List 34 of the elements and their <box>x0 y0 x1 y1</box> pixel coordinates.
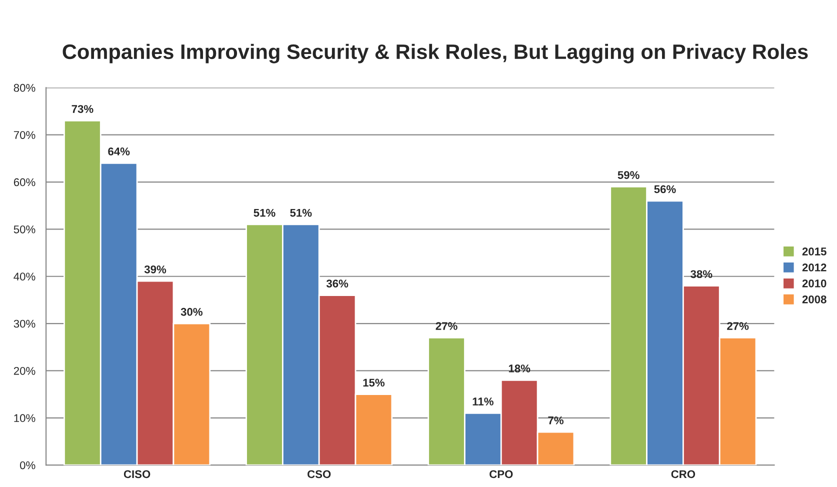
data-label: 51% <box>290 208 312 217</box>
data-label: 11% <box>472 398 494 406</box>
data-label: 39% <box>144 265 166 274</box>
data-label: 64% <box>108 148 130 156</box>
x-tick-label: CSO <box>308 470 331 478</box>
y-tick-label: 30% <box>14 320 36 328</box>
data-label: 27% <box>727 322 749 330</box>
y-tick-label: 40% <box>14 272 36 281</box>
y-tick-label: 0% <box>20 461 36 470</box>
data-label: 73% <box>72 105 94 113</box>
data-label: 30% <box>180 308 202 316</box>
data-label: 36% <box>326 280 348 288</box>
data-label: 15% <box>363 378 385 387</box>
data-label: 59% <box>618 171 640 179</box>
y-tick-label: 10% <box>14 414 36 422</box>
data-label: 27% <box>436 322 458 330</box>
y-tick-label: 80% <box>14 84 36 92</box>
legend-label: 2012 <box>802 264 826 272</box>
y-tick-label: 60% <box>14 178 36 186</box>
x-tick-label: CISO <box>124 470 150 478</box>
data-label: 56% <box>654 185 676 194</box>
x-tick-label: CRO <box>671 470 696 478</box>
y-tick-label: 70% <box>14 131 36 139</box>
y-tick-label: 50% <box>14 225 36 234</box>
legend-label: 2010 <box>802 280 826 288</box>
legend-label: 2015 <box>802 248 826 256</box>
chart-title: Companies Improving Security & Risk Roles, But Lagging on Privacy Roles <box>62 44 808 64</box>
legend-label: 2008 <box>802 295 826 304</box>
data-label: 7% <box>548 416 564 424</box>
data-label: 18% <box>508 364 530 372</box>
data-label: 38% <box>690 270 712 278</box>
x-tick-label: CPO <box>490 470 513 478</box>
y-tick-label: 20% <box>14 366 36 375</box>
data-label: 51% <box>254 208 276 217</box>
